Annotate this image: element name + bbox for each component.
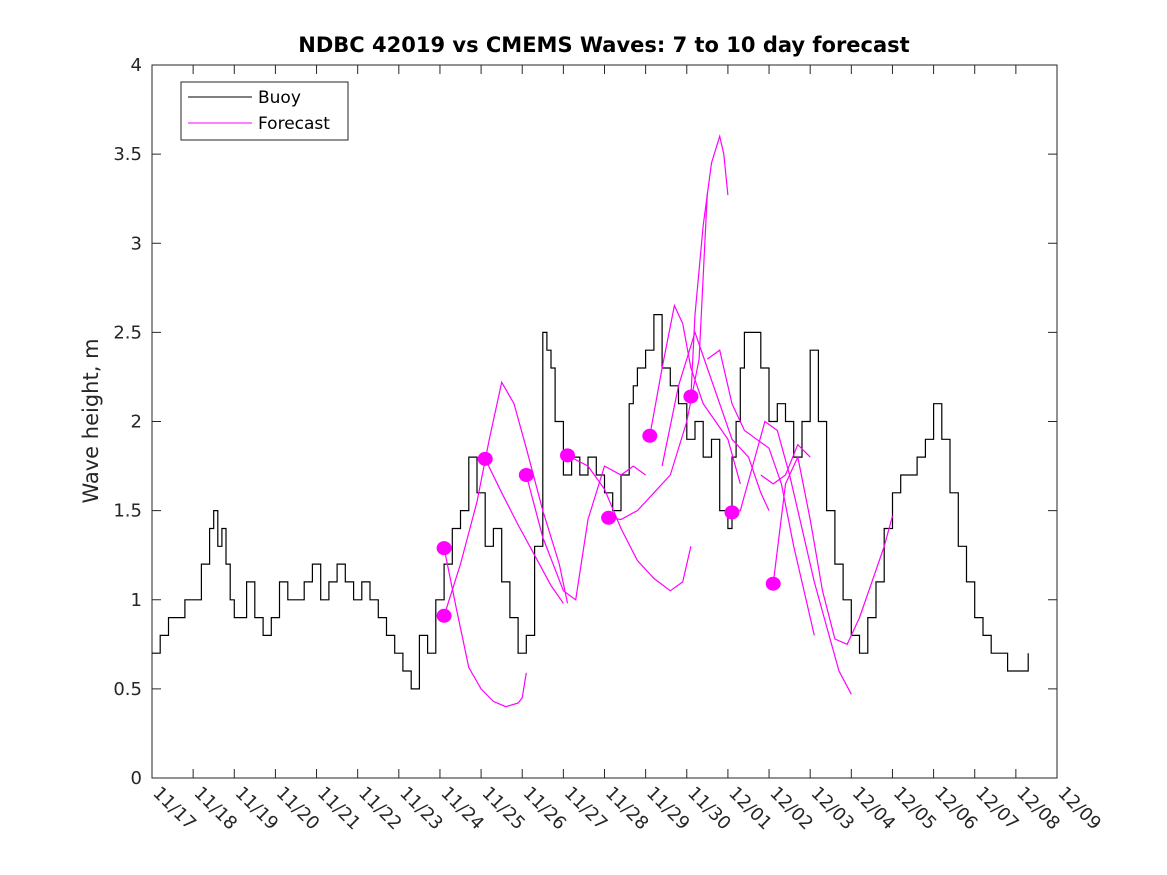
forecast-series-line-4 bbox=[567, 454, 692, 592]
forecast-series-line-5 bbox=[608, 193, 708, 521]
plot-area bbox=[151, 64, 1058, 779]
forecast-series-line-8 bbox=[661, 330, 770, 511]
y-tick-label: 1 bbox=[131, 590, 142, 611]
forecast-series-line-2 bbox=[484, 458, 564, 604]
forecast-start-markers bbox=[436, 389, 781, 623]
legend: Buoy Forecast bbox=[180, 81, 349, 141]
y-axis-ticks: 0 0.5 1 1.5 2 2.5 3 3.5 4 bbox=[113, 55, 1057, 789]
series-layer bbox=[152, 133, 1029, 708]
y-tick-label: 3 bbox=[131, 233, 142, 254]
legend-forecast-label: Forecast bbox=[258, 114, 330, 134]
forecast-series-line-9 bbox=[706, 349, 815, 636]
forecast-series-line-11 bbox=[772, 455, 894, 646]
forecast-start-marker bbox=[724, 505, 740, 520]
buoy-series-line bbox=[152, 314, 1029, 690]
forecast-start-marker bbox=[436, 608, 452, 623]
y-tick-label: 2 bbox=[131, 412, 142, 433]
y-tick-label: 0 bbox=[131, 768, 142, 789]
y-tick-label: 2.5 bbox=[113, 322, 142, 343]
forecast-series-line-0 bbox=[443, 547, 527, 708]
forecast-series-line-1 bbox=[443, 380, 569, 616]
forecast-start-marker bbox=[436, 541, 452, 556]
forecast-series-line-6 bbox=[649, 303, 741, 485]
y-tick-label: 3.5 bbox=[113, 144, 142, 165]
forecast-start-marker bbox=[518, 468, 534, 482]
forecast-start-marker bbox=[477, 451, 493, 466]
y-axis-label: Wave height, m bbox=[79, 338, 103, 503]
y-tick-label: 0.5 bbox=[113, 679, 142, 700]
legend-box bbox=[180, 81, 349, 141]
forecast-series-line-7 bbox=[690, 133, 729, 397]
chart-title: NDBC 42019 vs CMEMS Waves: 7 to 10 day f… bbox=[298, 33, 909, 57]
forecast-start-marker bbox=[642, 428, 658, 443]
y-tick-label: 1.5 bbox=[113, 501, 142, 522]
forecast-series-line-3 bbox=[525, 465, 646, 601]
forecast-start-marker bbox=[683, 389, 699, 404]
forecast-start-marker bbox=[560, 448, 575, 463]
forecast-start-marker bbox=[765, 576, 781, 591]
legend-buoy-label: Buoy bbox=[258, 88, 301, 108]
forecast-start-marker bbox=[601, 510, 617, 525]
forecast-series-line-12 bbox=[760, 443, 811, 485]
y-tick-label: 4 bbox=[131, 55, 142, 76]
